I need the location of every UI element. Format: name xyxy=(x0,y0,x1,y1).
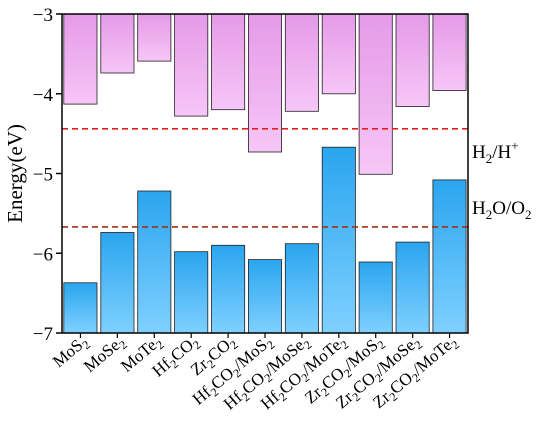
y-axis: −3 −4 −5 −6 −7 xyxy=(33,5,62,345)
conduction-band-bars xyxy=(63,13,467,175)
reference-label-2: H2O/O2 xyxy=(472,198,531,222)
x-tick-label: MoSe2 xyxy=(80,332,130,379)
y-tick-label: −3 xyxy=(33,5,53,26)
vb-bar-9 xyxy=(358,261,393,334)
y-tick-label: −7 xyxy=(33,324,53,345)
vb-bar-8 xyxy=(321,146,356,334)
cb-bar-10 xyxy=(395,13,430,107)
vb-bar-1 xyxy=(63,282,98,334)
vb-bar-10 xyxy=(395,241,430,334)
redox-reference-lines: H2/H+ H2O/O2 xyxy=(62,128,531,228)
y-tick-label: −4 xyxy=(33,85,54,106)
cb-bar-5 xyxy=(211,13,246,111)
cb-bar-6 xyxy=(247,13,282,153)
cb-bar-7 xyxy=(284,13,319,112)
cb-bar-4 xyxy=(174,13,209,117)
vb-bar-7 xyxy=(284,243,319,334)
vb-bar-2 xyxy=(100,232,135,334)
vb-bar-3 xyxy=(137,190,172,334)
cb-bar-2 xyxy=(100,13,135,74)
vb-bar-11 xyxy=(432,179,467,334)
y-tick-label: −6 xyxy=(33,244,53,265)
reference-label-1: H2/H+ xyxy=(472,138,519,166)
valence-band-bars xyxy=(63,146,467,334)
cb-bar-1 xyxy=(63,13,98,105)
cb-bar-8 xyxy=(321,13,356,95)
y-axis-label: Energy(eV) xyxy=(3,124,27,223)
vb-bar-5 xyxy=(211,244,246,334)
vb-bar-4 xyxy=(174,251,209,334)
cb-bar-9 xyxy=(358,13,393,175)
cb-bar-11 xyxy=(432,13,467,91)
vb-bar-6 xyxy=(247,259,282,334)
x-axis: MoS2MoSe2MoTe2Hf2CO2Zr2CO2Hf2CO2/MoS2Hf2… xyxy=(49,332,462,414)
y-tick-label: −5 xyxy=(33,165,53,186)
cb-bar-3 xyxy=(137,13,172,62)
